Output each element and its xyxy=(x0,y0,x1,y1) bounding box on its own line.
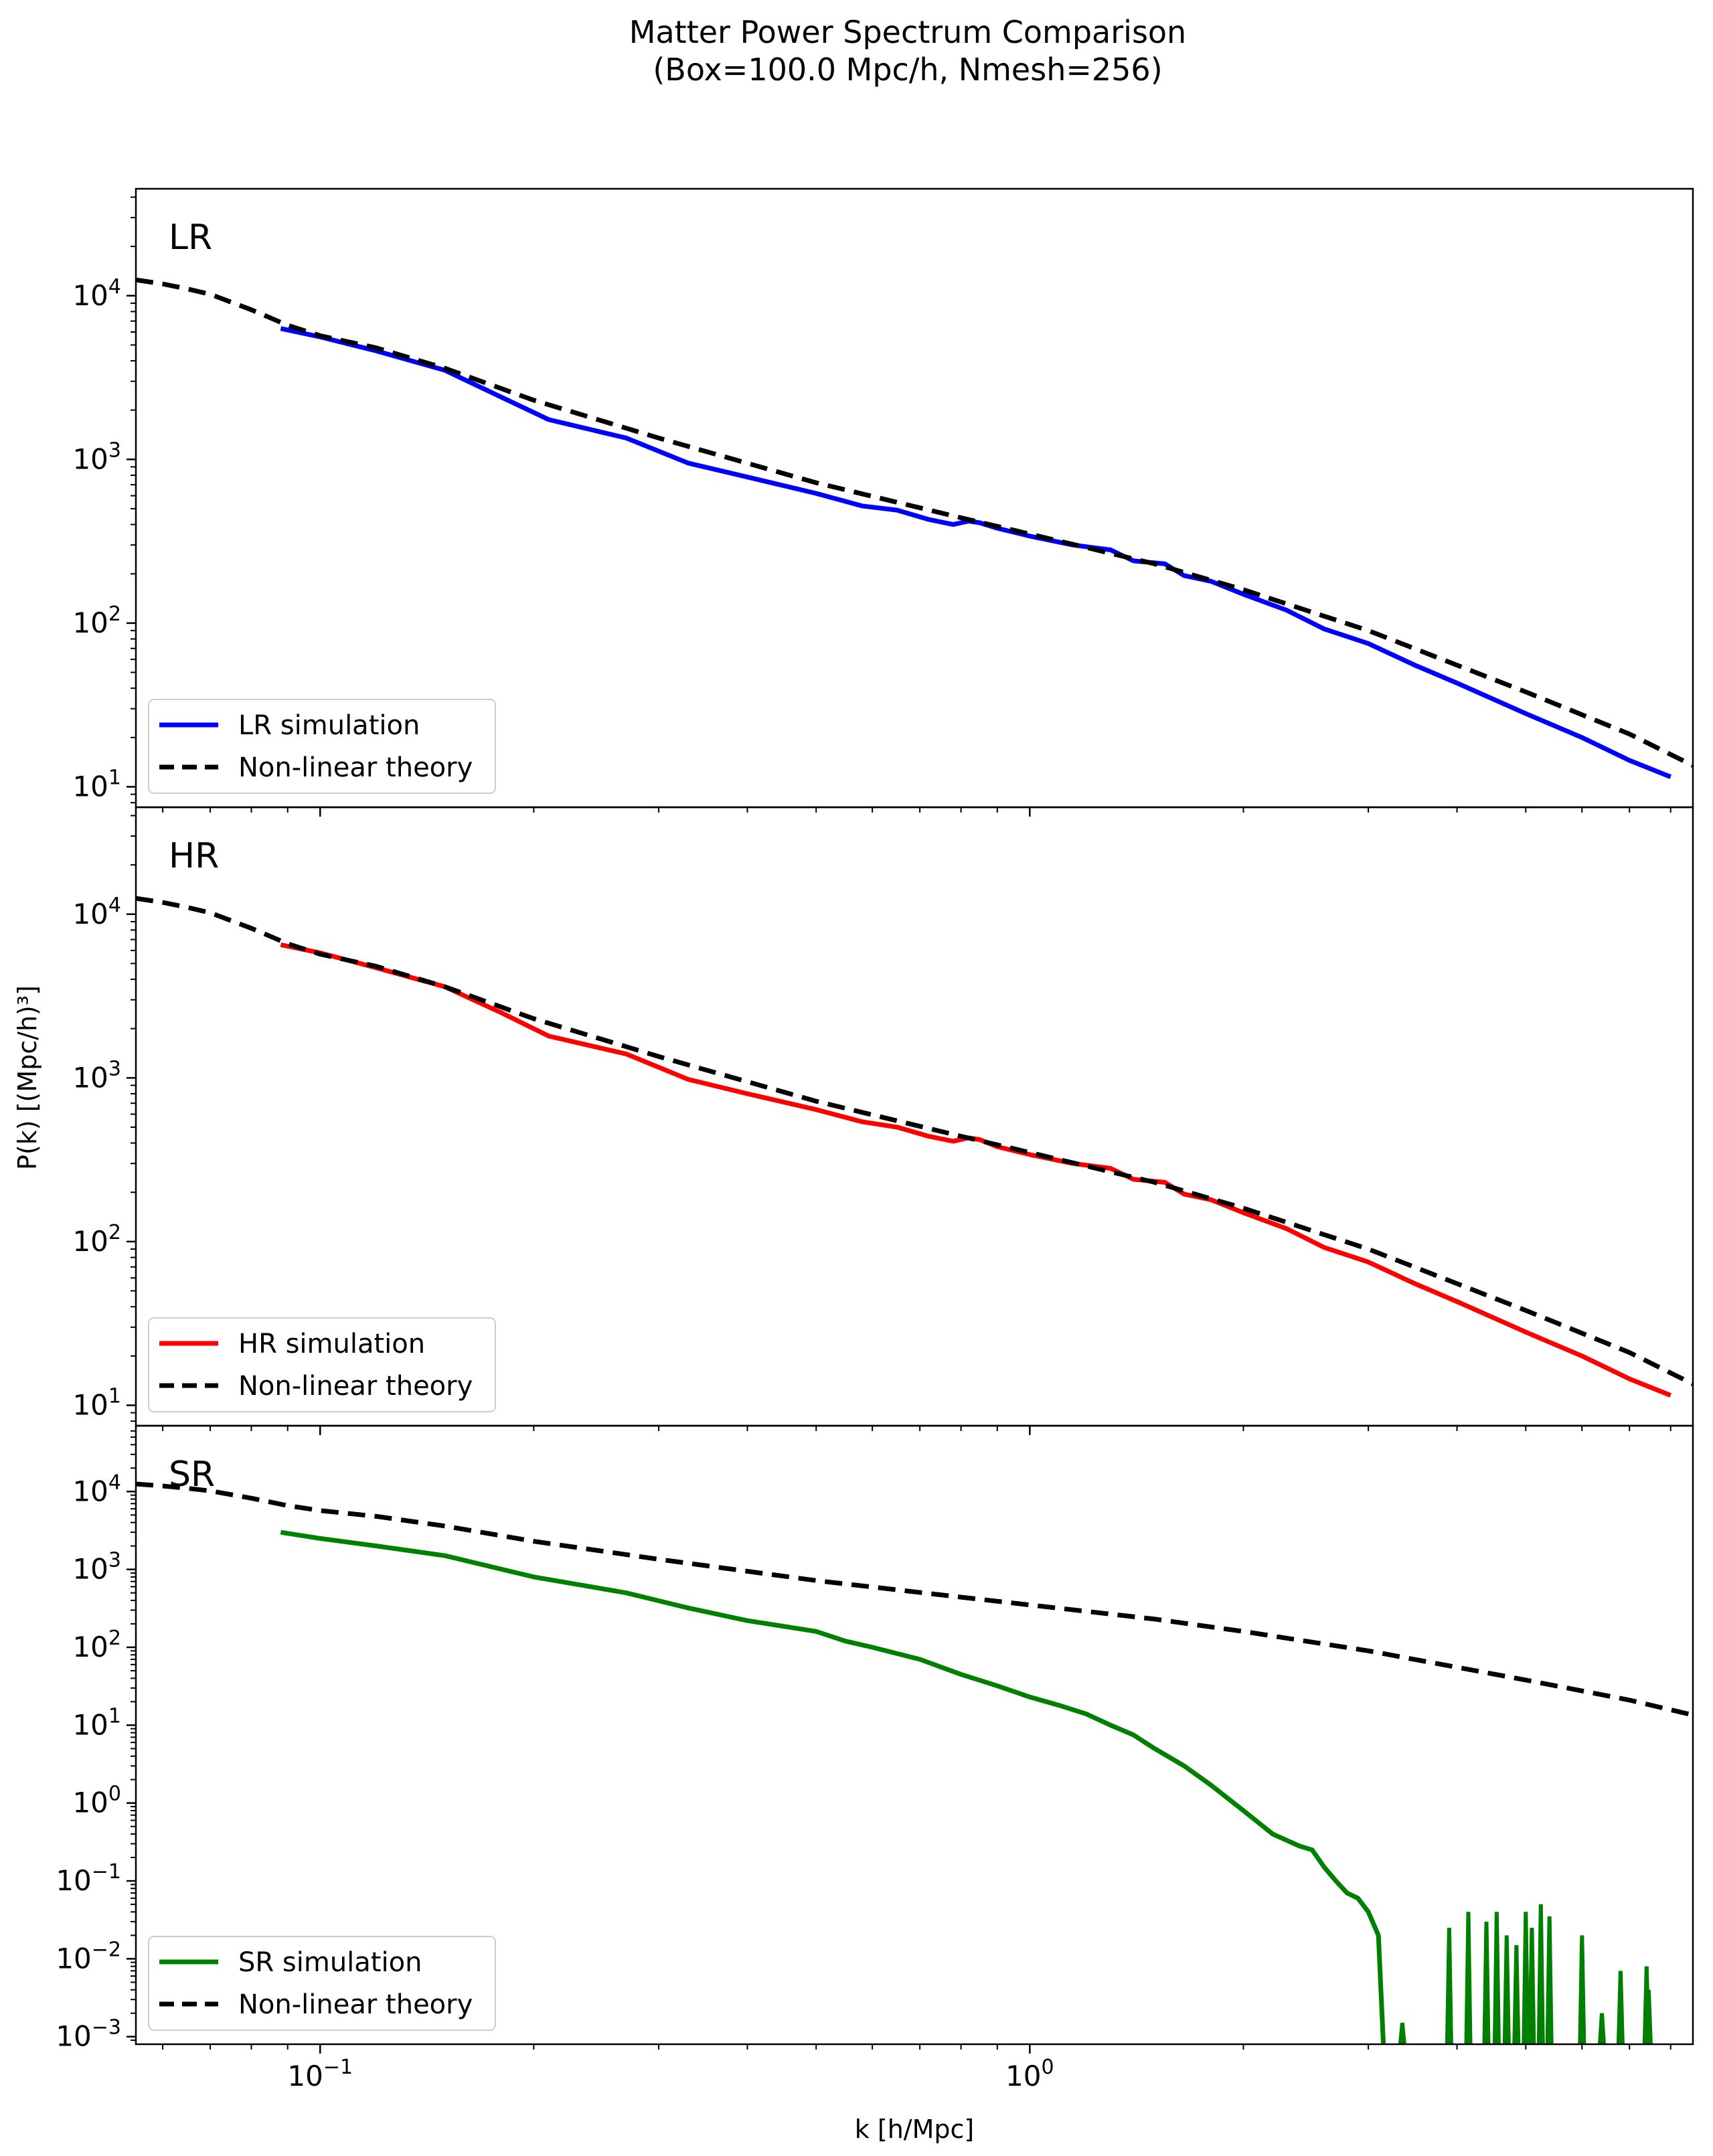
y-tick-label: 10−3 xyxy=(56,2016,121,2053)
series-line-non-linear-theory xyxy=(136,277,1693,768)
panel-hr-marks: 101 102 103 104 xyxy=(72,806,1694,1435)
y-tick-label: 100 xyxy=(72,1782,121,1819)
legend-label-sr-simulation: SR simulation xyxy=(238,1947,422,1978)
series-line-non-linear-theory xyxy=(136,896,1693,1386)
y-tick-label: 102 xyxy=(72,602,121,639)
legend-label-nonlinear-theory: Non-linear theory xyxy=(238,752,473,783)
panel-label-hr: HR xyxy=(169,836,219,876)
panel-sr-series xyxy=(136,1481,1693,2044)
noise-spike xyxy=(1502,1935,1511,2044)
panel-lr-x-axis xyxy=(162,807,1671,817)
y-axis-label: P(k) [(Mpc/h)³] xyxy=(13,985,42,1170)
legend-label-lr-simulation: LR simulation xyxy=(238,710,420,741)
x-axis-label: k [h/Mpc] xyxy=(855,2114,974,2144)
y-tick-label: 103 xyxy=(72,1549,121,1586)
noise-spike xyxy=(1644,1989,1653,2044)
noise-spike xyxy=(1398,2022,1406,2044)
noise-spike xyxy=(1598,2013,1606,2044)
legend-box-lr xyxy=(148,699,496,794)
panel-lr-marks: 101 102 103 104 xyxy=(72,187,1694,817)
panel-label-lr: LR xyxy=(169,218,212,258)
y-tick-label: 101 xyxy=(72,766,121,803)
x-tick-label: 10−1 xyxy=(287,2056,353,2092)
noise-spike xyxy=(1522,1912,1530,2044)
noise-spike xyxy=(1578,1935,1586,2044)
noise-spike xyxy=(1512,1944,1521,2044)
y-tick-label: 101 xyxy=(72,1704,121,1741)
noise-spike xyxy=(1445,1928,1453,2044)
legend-hr: HR simulation Non-linear theory xyxy=(148,1317,496,1412)
noise-spike xyxy=(1528,1928,1536,2044)
panel-hr: 101 102 103 104 HR HR simulation Non-linear… xyxy=(72,806,1694,1435)
panel-hr-series xyxy=(136,896,1693,1398)
y-tick-label: 10−1 xyxy=(56,1860,121,1897)
figure-title-line-2: (Box=100.0 Mpc/h, Nmesh=256) xyxy=(653,52,1162,88)
panel-sr-marks: 10−3 10−2 10−1 100 101 102 103 104 10−1 100 xyxy=(56,1424,1694,2092)
legend-lr: LR simulation Non-linear theory xyxy=(148,699,496,794)
y-tick-label: 104 xyxy=(72,275,121,312)
legend-label-nonlinear-theory: Non-linear theory xyxy=(238,1989,473,2020)
noise-spike xyxy=(1536,1904,1545,2044)
panel-sr: 10−3 10−2 10−1 100 101 102 103 104 10−1 100 SR SR… xyxy=(56,1424,1694,2092)
legend-label-nonlinear-theory: Non-linear theory xyxy=(238,1371,473,1402)
legend-sr: SR simulation Non-linear theory xyxy=(148,1936,496,2031)
legend-box-hr xyxy=(148,1317,496,1412)
y-tick-label: 101 xyxy=(72,1384,121,1421)
panel-lr: 101 102 103 104 LR LR simulation Non-linear… xyxy=(72,187,1694,817)
noise-spike xyxy=(1492,1912,1501,2044)
panel-hr-y-axis: 101 102 103 104 xyxy=(72,815,136,1422)
y-tick-label: 103 xyxy=(72,438,121,475)
y-tick-label: 103 xyxy=(72,1057,121,1094)
panel-lr-series xyxy=(136,277,1693,779)
noise-spike xyxy=(1482,1921,1491,2044)
panel-sr-y-axis: 10−3 10−2 10−1 100 101 102 103 104 xyxy=(56,1430,136,2053)
x-tick-label: 100 xyxy=(1005,2056,1054,2092)
panel-hr-x-axis xyxy=(162,1426,1671,1435)
legend-label-hr-simulation: HR simulation xyxy=(238,1329,425,1359)
noise-spike xyxy=(1616,1971,1625,2044)
y-tick-label: 10−2 xyxy=(56,1938,121,1975)
legend-box-sr xyxy=(148,1936,496,2031)
panel-sr-frame xyxy=(135,1424,1694,2046)
panel-sr-x-axis: 10−1 100 xyxy=(162,2044,1671,2092)
y-tick-label: 104 xyxy=(72,894,121,930)
y-tick-label: 102 xyxy=(72,1627,121,1663)
y-tick-label: 104 xyxy=(72,1471,121,1507)
series-line-non-linear-theory xyxy=(136,1481,1693,1718)
noise-spike xyxy=(1464,1912,1473,2044)
panel-label-sr: SR xyxy=(169,1455,215,1495)
y-tick-label: 102 xyxy=(72,1221,121,1258)
panel-lr-y-axis: 101 102 103 104 xyxy=(72,196,136,804)
figure-title-line-1: Matter Power Spectrum Comparison xyxy=(629,14,1186,50)
noise-spike xyxy=(1545,1916,1554,2044)
series-line-sr-simulation xyxy=(280,1529,1386,2044)
